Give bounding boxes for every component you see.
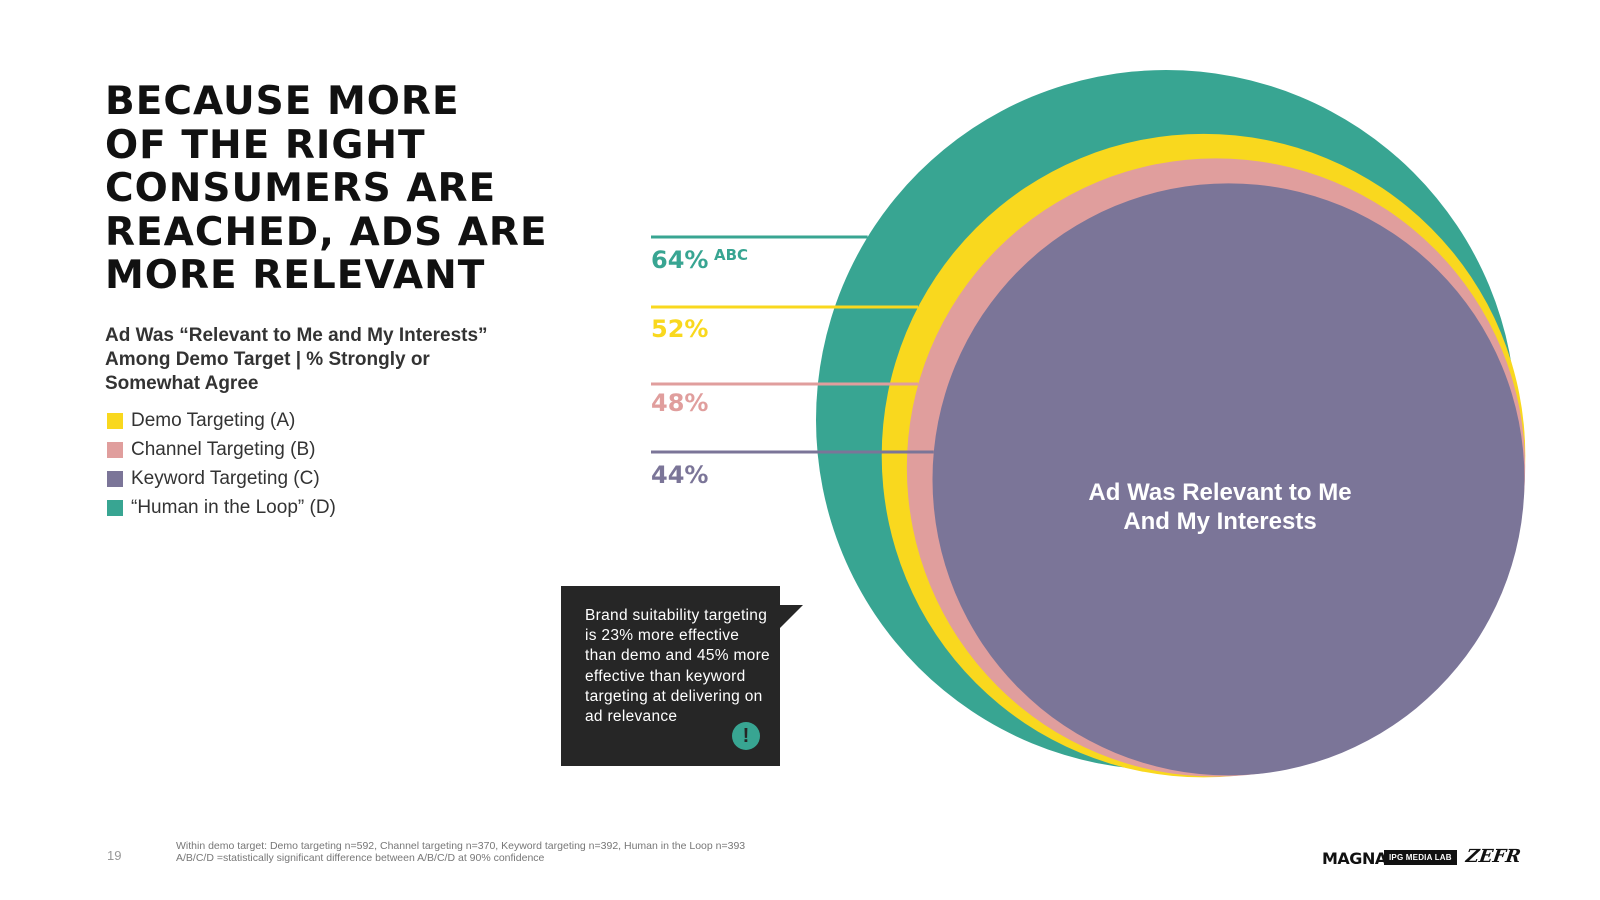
significance-label: ABC	[714, 246, 748, 264]
chart-subtitle: Ad Was “Relevant to Me and My Interests”…	[105, 325, 488, 394]
magna-logo: MAGNA	[1322, 849, 1387, 868]
legend-swatch	[107, 499, 123, 516]
title-line: BECAUSE MORE	[105, 79, 460, 124]
zefr-logo: ZEFR	[1464, 846, 1523, 867]
callout-text: Brand suitability targeting is 23% more …	[585, 607, 770, 726]
legend-item-human-loop: “Human in the Loop” (D)	[107, 493, 336, 522]
footnote: Within demo target: Demo targeting n=592…	[176, 840, 745, 864]
legend-item-demo: Demo Targeting (A)	[107, 406, 336, 435]
value-label: 44%	[651, 461, 708, 489]
callout-tail	[779, 605, 803, 629]
legend-swatch	[107, 441, 123, 458]
legend-swatch	[107, 470, 123, 487]
center-label: Ad Was Relevant to Me	[1088, 479, 1351, 506]
legend-label: Channel Targeting (B)	[131, 438, 316, 460]
title-line: MORE RELEVANT	[105, 253, 486, 298]
footnote-line: Within demo target: Demo targeting n=592…	[176, 840, 746, 852]
exclamation-icon: !	[732, 722, 760, 750]
legend-item-keyword: Keyword Targeting (C)	[107, 464, 336, 493]
title-line: OF THE RIGHT	[105, 122, 426, 168]
footnote-line: A/B/C/D =statistically significant diffe…	[176, 852, 545, 864]
circle-4	[932, 183, 1525, 776]
callout-box: Brand suitability targeting is 23% more …	[561, 586, 780, 766]
value-label: 52%	[651, 315, 708, 343]
legend: Demo Targeting (A) Channel Targeting (B)…	[107, 406, 336, 522]
title-line: CONSUMERS ARE	[105, 166, 497, 211]
legend-label: “Human in the Loop” (D)	[131, 496, 336, 518]
title-line: REACHED, ADS ARE	[105, 209, 548, 255]
legend-label: Demo Targeting (A)	[131, 409, 296, 431]
center-label: And My Interests	[1123, 508, 1316, 535]
value-label: 64%	[651, 246, 708, 274]
legend-item-channel: Channel Targeting (B)	[107, 435, 336, 464]
legend-swatch	[107, 412, 123, 429]
value-label: 48%	[651, 389, 708, 417]
legend-label: Keyword Targeting (C)	[131, 467, 320, 489]
slide-title: BECAUSE MORE OF THE RIGHT CONSUMERS ARE …	[105, 80, 575, 298]
ipg-media-lab-logo: IPG MEDIA LAB	[1384, 850, 1457, 865]
page-number: 19	[107, 848, 122, 863]
